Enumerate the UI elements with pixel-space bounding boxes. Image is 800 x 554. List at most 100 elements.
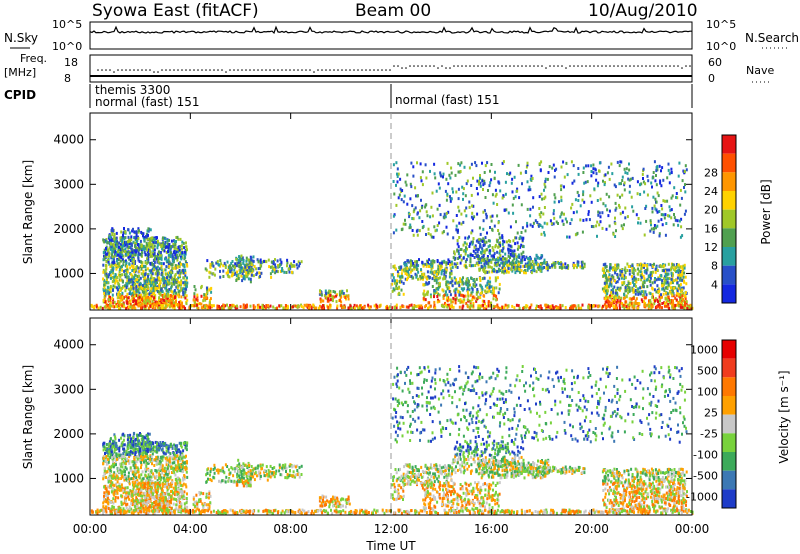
backscatter-cell — [459, 298, 462, 302]
backscatter-cell — [518, 196, 521, 200]
backscatter-cell — [616, 291, 619, 295]
backscatter-cell — [481, 161, 483, 165]
backscatter-cell — [167, 247, 170, 251]
backscatter-cell — [676, 289, 679, 293]
backscatter-cell — [445, 280, 448, 284]
backscatter-cell — [624, 286, 627, 290]
backscatter-cell — [160, 245, 163, 249]
backscatter-cell — [684, 303, 686, 307]
backscatter-cell — [671, 263, 674, 267]
backscatter-cell — [631, 301, 634, 305]
backscatter-cell — [128, 242, 131, 245]
backscatter-cell — [164, 246, 167, 249]
backscatter-cell — [425, 264, 428, 268]
backscatter-cell — [673, 213, 675, 216]
backscatter-cell — [403, 267, 406, 271]
backscatter-cell — [120, 238, 123, 242]
backscatter-cell — [621, 193, 624, 197]
backscatter-cell — [610, 162, 613, 166]
backscatter-cell — [171, 267, 174, 271]
backscatter-cell — [129, 259, 132, 262]
backscatter-cell — [485, 305, 488, 309]
backscatter-cell — [472, 249, 475, 253]
backscatter-cell — [492, 286, 495, 290]
backscatter-cell — [675, 293, 678, 297]
backscatter-cell — [583, 181, 586, 185]
backscatter-cell — [674, 296, 677, 300]
backscatter-cell — [178, 303, 181, 307]
backscatter-cell — [392, 180, 395, 183]
backscatter-cell — [252, 274, 255, 278]
backscatter-cell — [575, 210, 578, 214]
backscatter-cell — [434, 289, 437, 293]
backscatter-cell — [178, 281, 181, 285]
backscatter-cell — [498, 242, 501, 246]
backscatter-cell — [197, 306, 200, 310]
backscatter-cell — [437, 270, 440, 274]
nave-dot — [365, 69, 367, 71]
backscatter-cell — [670, 208, 673, 212]
backscatter-cell — [271, 269, 274, 273]
nave-dot — [557, 65, 559, 67]
backscatter-cell — [461, 185, 464, 189]
backscatter-cell — [128, 305, 130, 309]
backscatter-cell — [146, 234, 149, 238]
backscatter-cell — [588, 218, 591, 222]
backscatter-cell — [429, 304, 432, 308]
backscatter-cell — [445, 266, 448, 270]
backscatter-cell — [623, 274, 626, 278]
backscatter-cell — [239, 267, 242, 271]
backscatter-cell — [235, 264, 238, 268]
backscatter-cell — [490, 219, 493, 223]
backscatter-cell — [583, 265, 586, 269]
backscatter-cell — [663, 282, 665, 286]
backscatter-cell — [412, 165, 415, 169]
backscatter-cell — [631, 305, 634, 309]
backscatter-cell — [193, 295, 196, 299]
backscatter-cell — [395, 228, 398, 232]
backscatter-cell — [515, 261, 518, 265]
backscatter-cell — [153, 252, 156, 256]
date-label: 10/Aug/2010 — [588, 1, 698, 21]
backscatter-cell — [498, 263, 501, 267]
backscatter-cell — [407, 259, 410, 263]
backscatter-cell — [648, 302, 651, 306]
backscatter-cell — [663, 269, 665, 273]
backscatter-cell — [215, 261, 218, 265]
backscatter-cell — [640, 285, 643, 289]
backscatter-cell — [149, 281, 152, 284]
backscatter-cell — [606, 284, 608, 288]
backscatter-cell — [255, 267, 258, 271]
backscatter-cell — [420, 276, 423, 280]
backscatter-cell — [639, 270, 642, 274]
backscatter-cell — [235, 274, 238, 277]
backscatter-cell — [510, 181, 513, 185]
backscatter-cell — [121, 245, 124, 249]
backscatter-cell — [395, 161, 398, 165]
backscatter-cell — [112, 229, 115, 233]
backscatter-cell — [245, 259, 248, 263]
backscatter-cell — [137, 237, 140, 240]
backscatter-cell — [479, 250, 482, 254]
backscatter-cell — [119, 236, 122, 240]
backscatter-cell — [652, 230, 655, 234]
backscatter-cell — [427, 290, 429, 294]
backscatter-cell — [412, 233, 415, 237]
backscatter-cell — [664, 269, 667, 273]
backscatter-cell — [103, 292, 106, 295]
backscatter-cell — [340, 300, 343, 304]
backscatter-cell — [132, 300, 135, 303]
backscatter-cell — [103, 295, 106, 299]
backscatter-cell — [675, 263, 678, 266]
backscatter-cell — [157, 257, 160, 261]
backscatter-cell — [464, 265, 467, 269]
backscatter-cell — [548, 165, 551, 169]
backscatter-cell — [243, 305, 246, 309]
backscatter-cell — [160, 301, 163, 305]
backscatter-cell — [670, 265, 673, 269]
backscatter-cell — [684, 275, 687, 279]
backscatter-cell — [110, 245, 113, 249]
backscatter-cell — [605, 294, 608, 298]
backscatter-cell — [478, 296, 481, 300]
backscatter-cell — [161, 294, 164, 297]
